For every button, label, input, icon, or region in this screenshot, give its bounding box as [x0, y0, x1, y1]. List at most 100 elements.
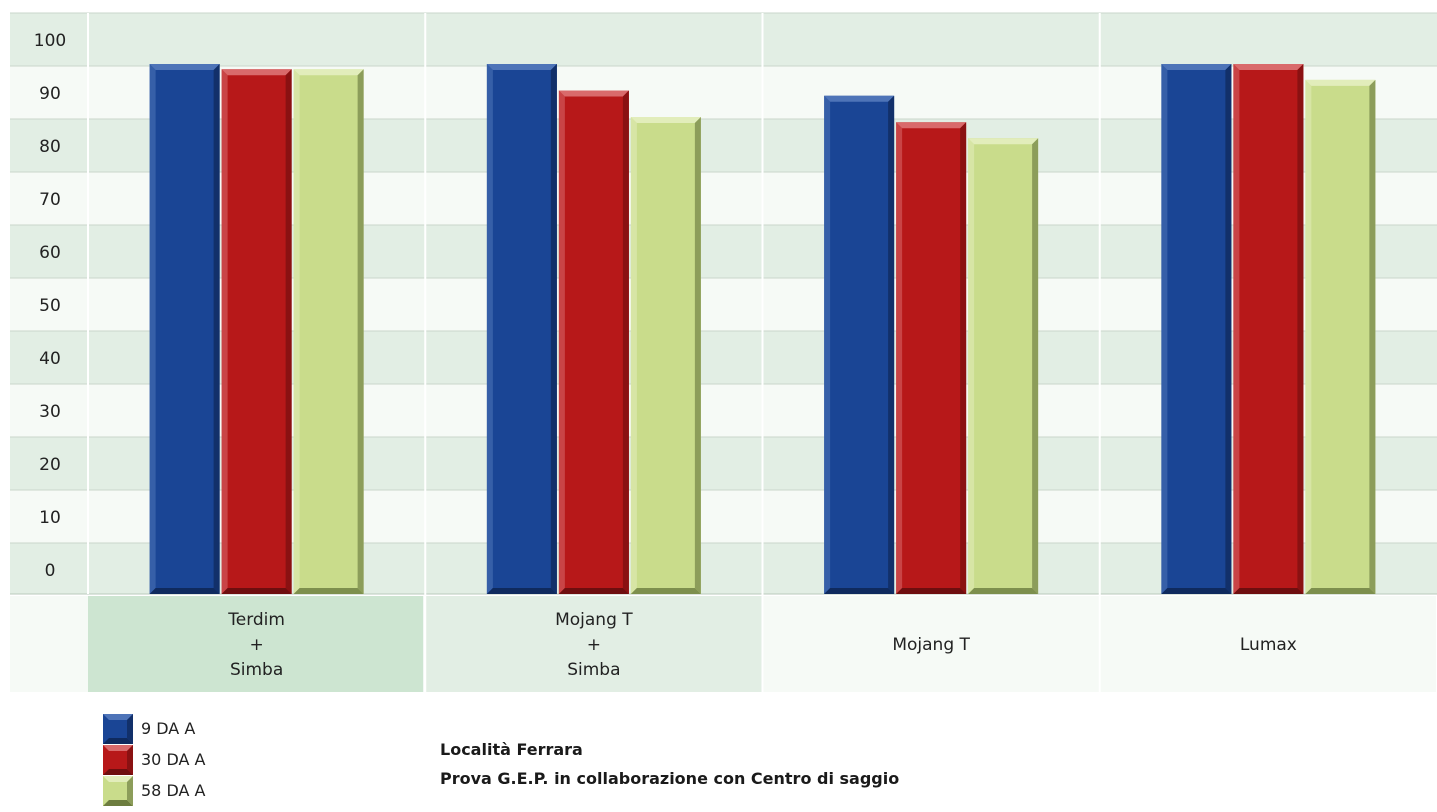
- bar-bevel-right: [1032, 138, 1039, 594]
- y-tick-label: 40: [39, 349, 61, 369]
- bar: [293, 69, 364, 595]
- bar-bevel-top: [824, 95, 895, 102]
- x-axis-categories: Terdim + Simba Mojang T + Simba Mojang T Lumax: [227, 610, 1297, 680]
- bar-face: [968, 138, 1039, 594]
- bar-bevel-top: [1305, 79, 1376, 86]
- category-label: Terdim + Simba: [227, 610, 285, 680]
- bar: [558, 90, 629, 594]
- y-tick-label: 30: [39, 402, 61, 422]
- bar-bevel-bottom: [293, 588, 364, 594]
- bar-bevel-bottom: [1233, 588, 1304, 594]
- bar-bevel-left: [1305, 79, 1312, 594]
- y-tick-label: 50: [39, 296, 61, 316]
- bar-bevel-bottom: [1305, 588, 1376, 594]
- bar-bevel-left: [149, 64, 156, 594]
- bar-bevel-left: [896, 122, 903, 595]
- legend-swatch-red: [103, 744, 133, 775]
- bar-face: [824, 95, 895, 595]
- bar-bevel-bottom: [824, 588, 895, 594]
- bar: [1305, 79, 1376, 594]
- y-axis-ticks: 0 10 20 30 40 50 60 70 80 90 100: [34, 31, 66, 581]
- bar-bevel-bottom: [896, 588, 967, 594]
- bar-bevel-bottom: [221, 588, 292, 594]
- bar-face: [149, 64, 220, 594]
- bar-bevel-right: [550, 64, 557, 594]
- category-label-line: Mojang T: [555, 610, 633, 630]
- legend-item-9-da-a: 9 DA A: [103, 713, 205, 744]
- bar-bevel-top: [221, 69, 292, 76]
- bar: [896, 122, 967, 595]
- category-label-line: Simba: [230, 660, 283, 680]
- bar-bevel-bottom: [630, 588, 701, 594]
- bar-face: [1161, 64, 1232, 594]
- bar: [630, 117, 701, 594]
- bar-bevel-bottom: [558, 588, 629, 594]
- bar-bevel-right: [622, 90, 629, 594]
- bar-bevel-top: [486, 64, 557, 70]
- y-tick-label: 70: [39, 190, 61, 210]
- bar-bevel-left: [1161, 64, 1168, 594]
- bar-face: [896, 122, 967, 595]
- bar-bevel-top: [1233, 64, 1304, 70]
- category-label-line: +: [250, 635, 264, 655]
- legend-label: 9 DA A: [141, 719, 196, 738]
- category-band: [426, 596, 762, 692]
- bar-bevel-left: [968, 138, 975, 594]
- y-tick-label: 90: [39, 84, 61, 104]
- bar: [824, 95, 895, 595]
- chart-notes: Località Ferrara Prova G.E.P. in collabo…: [440, 735, 899, 793]
- category-label-line: +: [587, 635, 601, 655]
- bar-bevel-bottom: [968, 588, 1039, 594]
- bar: [486, 64, 557, 594]
- bar-bevel-bottom: [149, 588, 220, 594]
- bar-bevel-right: [888, 95, 895, 595]
- category-label: Mojang T + Simba: [555, 610, 633, 680]
- bar-bevel-right: [357, 69, 364, 595]
- legend-swatch-blue: [103, 713, 133, 744]
- bar-bevel-left: [630, 117, 637, 594]
- bar: [968, 138, 1039, 594]
- trial-note: Prova G.E.P. in collaborazione con Centr…: [440, 769, 900, 788]
- bar-bevel-top: [149, 64, 220, 70]
- category-label-line: Lumax: [1240, 635, 1297, 655]
- bar: [1233, 64, 1304, 594]
- bar-series: [149, 64, 1376, 595]
- bar-bevel-left: [293, 69, 300, 595]
- grid-band: [10, 13, 1437, 66]
- legend-label: 30 DA A: [141, 750, 206, 769]
- legend-label: 58 DA A: [141, 781, 206, 800]
- y-tick-label: 60: [39, 243, 61, 263]
- category-label: Mojang T: [892, 635, 970, 655]
- bar-bevel-top: [293, 69, 364, 76]
- category-label-bands: [10, 596, 1436, 692]
- bar-bevel-left: [558, 90, 565, 594]
- bar-bevel-left: [824, 95, 831, 595]
- y-tick-label: 10: [39, 508, 61, 528]
- category-band: [763, 596, 1099, 692]
- category-label: Lumax: [1240, 635, 1297, 655]
- bar-bevel-top: [558, 90, 629, 97]
- y-tick-label: 0: [45, 561, 56, 581]
- legend: 9 DA A 30 DA A 58 DA A: [103, 713, 205, 806]
- bar-bevel-top: [630, 117, 701, 123]
- bar-bevel-left: [1233, 64, 1240, 594]
- category-label-line: Terdim: [227, 610, 285, 630]
- bar-face: [558, 90, 629, 594]
- category-label-line: Mojang T: [892, 635, 970, 655]
- bar: [149, 64, 220, 594]
- legend-swatch-green: [103, 775, 133, 806]
- bar-bevel-right: [1369, 79, 1376, 594]
- bar-face: [1305, 79, 1376, 594]
- category-band: [1100, 596, 1436, 692]
- bar-bevel-bottom: [486, 588, 557, 594]
- bar: [221, 69, 292, 595]
- legend-item-30-da-a: 30 DA A: [103, 744, 205, 775]
- bar-face: [1233, 64, 1304, 594]
- y-tick-label: 80: [39, 137, 61, 157]
- bar-bevel-left: [486, 64, 493, 594]
- bar-bevel-right: [285, 69, 292, 595]
- bar-bevel-left: [221, 69, 228, 595]
- bar-bevel-top: [1161, 64, 1232, 70]
- category-band: [88, 596, 424, 692]
